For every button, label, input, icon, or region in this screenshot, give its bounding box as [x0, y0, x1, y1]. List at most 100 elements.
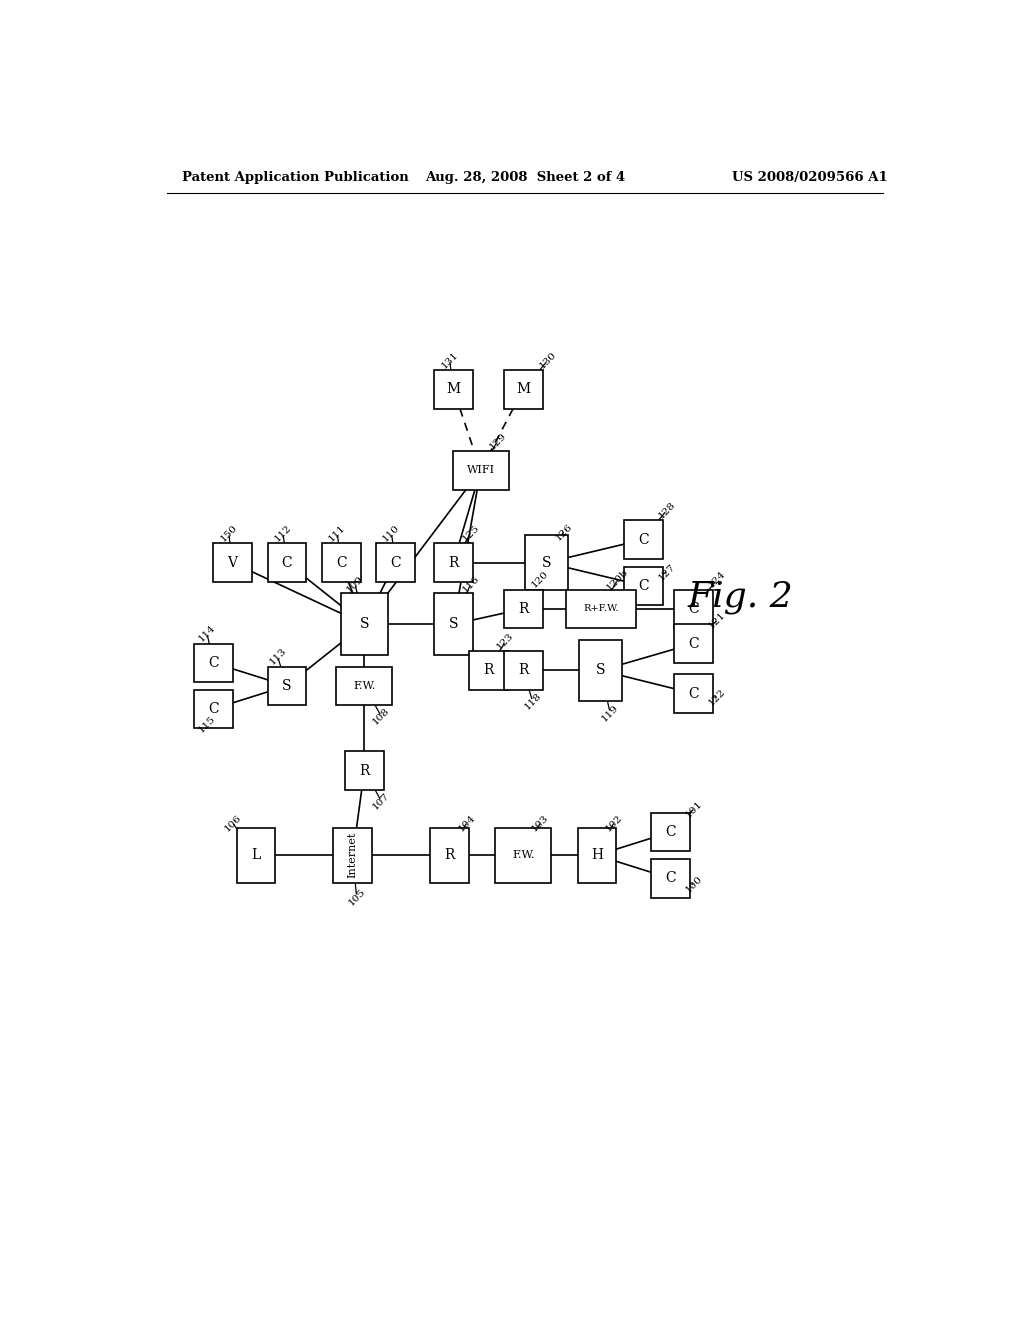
Text: Patent Application Publication: Patent Application Publication	[182, 172, 409, 185]
Text: S: S	[596, 664, 605, 677]
Text: R: R	[518, 664, 528, 677]
Text: C: C	[208, 702, 218, 715]
Text: 150: 150	[218, 523, 239, 544]
FancyBboxPatch shape	[337, 667, 392, 705]
Text: 114: 114	[197, 623, 217, 644]
Text: 105: 105	[346, 887, 367, 908]
FancyBboxPatch shape	[334, 828, 372, 883]
Text: 107: 107	[372, 791, 391, 812]
Text: R: R	[483, 664, 494, 677]
Text: R: R	[518, 602, 528, 616]
Text: 121: 121	[707, 610, 727, 631]
Text: Fig. 2: Fig. 2	[687, 581, 794, 614]
Text: 129: 129	[487, 430, 508, 451]
Text: 103: 103	[530, 813, 551, 833]
Text: H: H	[591, 849, 603, 862]
Text: 123: 123	[496, 631, 516, 651]
Text: C: C	[688, 602, 699, 616]
FancyBboxPatch shape	[675, 590, 713, 628]
Text: US 2008/0209566 A1: US 2008/0209566 A1	[732, 172, 888, 185]
Text: 115: 115	[197, 714, 217, 734]
FancyBboxPatch shape	[434, 594, 473, 655]
FancyBboxPatch shape	[376, 544, 415, 582]
FancyBboxPatch shape	[453, 451, 509, 490]
Text: 122: 122	[707, 688, 727, 708]
FancyBboxPatch shape	[580, 640, 622, 701]
Text: R: R	[449, 556, 459, 570]
Text: 116: 116	[461, 574, 480, 594]
FancyBboxPatch shape	[213, 544, 252, 582]
Text: M: M	[516, 383, 530, 396]
Text: 101: 101	[684, 799, 703, 820]
FancyBboxPatch shape	[566, 590, 636, 628]
FancyBboxPatch shape	[504, 370, 543, 409]
FancyBboxPatch shape	[469, 651, 508, 689]
Text: 128: 128	[656, 500, 677, 520]
Text: 118: 118	[522, 692, 543, 711]
Text: 112: 112	[272, 523, 293, 544]
Text: C: C	[208, 656, 218, 669]
FancyBboxPatch shape	[624, 566, 663, 605]
FancyBboxPatch shape	[675, 675, 713, 713]
FancyBboxPatch shape	[578, 828, 616, 883]
Text: Internet: Internet	[348, 832, 357, 878]
FancyBboxPatch shape	[237, 828, 275, 883]
Text: C: C	[666, 825, 676, 840]
Text: F.W.: F.W.	[512, 850, 535, 861]
Text: 127: 127	[656, 562, 677, 582]
Text: 108: 108	[372, 706, 391, 727]
FancyBboxPatch shape	[624, 520, 663, 558]
Text: C: C	[638, 532, 648, 546]
FancyBboxPatch shape	[267, 544, 306, 582]
Text: R: R	[444, 849, 455, 862]
FancyBboxPatch shape	[651, 859, 690, 898]
Text: 104: 104	[457, 813, 477, 833]
FancyBboxPatch shape	[322, 544, 360, 582]
Text: C: C	[688, 636, 699, 651]
Text: R+F.W.: R+F.W.	[583, 605, 618, 614]
Text: 109: 109	[345, 574, 366, 594]
Text: 131: 131	[439, 350, 460, 371]
FancyBboxPatch shape	[434, 544, 473, 582]
Text: C: C	[390, 556, 400, 570]
FancyBboxPatch shape	[194, 689, 232, 729]
Text: C: C	[666, 871, 676, 886]
Text: F.W.: F.W.	[353, 681, 376, 690]
Text: S: S	[359, 618, 369, 631]
Text: 110: 110	[381, 523, 401, 544]
Text: C: C	[638, 578, 648, 593]
Text: Aug. 28, 2008  Sheet 2 of 4: Aug. 28, 2008 Sheet 2 of 4	[425, 172, 625, 185]
Text: 100: 100	[684, 874, 703, 895]
FancyBboxPatch shape	[194, 644, 232, 682]
Text: 130: 130	[538, 350, 558, 371]
FancyBboxPatch shape	[651, 813, 690, 851]
Text: V: V	[227, 556, 238, 570]
Text: WIFI: WIFI	[467, 465, 495, 475]
Text: R: R	[359, 763, 370, 777]
FancyBboxPatch shape	[345, 751, 384, 789]
Text: 119: 119	[600, 702, 621, 723]
FancyBboxPatch shape	[496, 828, 551, 883]
Text: M: M	[446, 383, 461, 396]
Text: 125: 125	[461, 523, 480, 544]
Text: 106: 106	[222, 813, 243, 833]
FancyBboxPatch shape	[675, 624, 713, 663]
FancyBboxPatch shape	[525, 535, 568, 590]
Text: C: C	[336, 556, 346, 570]
FancyBboxPatch shape	[341, 594, 388, 655]
Text: 113: 113	[267, 647, 288, 667]
Text: 111: 111	[327, 523, 347, 544]
FancyBboxPatch shape	[430, 828, 469, 883]
Text: S: S	[542, 556, 551, 570]
Text: S: S	[283, 678, 292, 693]
FancyBboxPatch shape	[434, 370, 473, 409]
Text: C: C	[282, 556, 292, 570]
Text: 120: 120	[530, 569, 551, 590]
Text: 124: 124	[707, 569, 727, 590]
Text: 126: 126	[553, 521, 573, 543]
Text: C: C	[688, 686, 699, 701]
Text: 102: 102	[604, 813, 625, 833]
FancyBboxPatch shape	[504, 651, 543, 689]
FancyBboxPatch shape	[504, 590, 543, 628]
Text: 120b: 120b	[605, 568, 631, 593]
